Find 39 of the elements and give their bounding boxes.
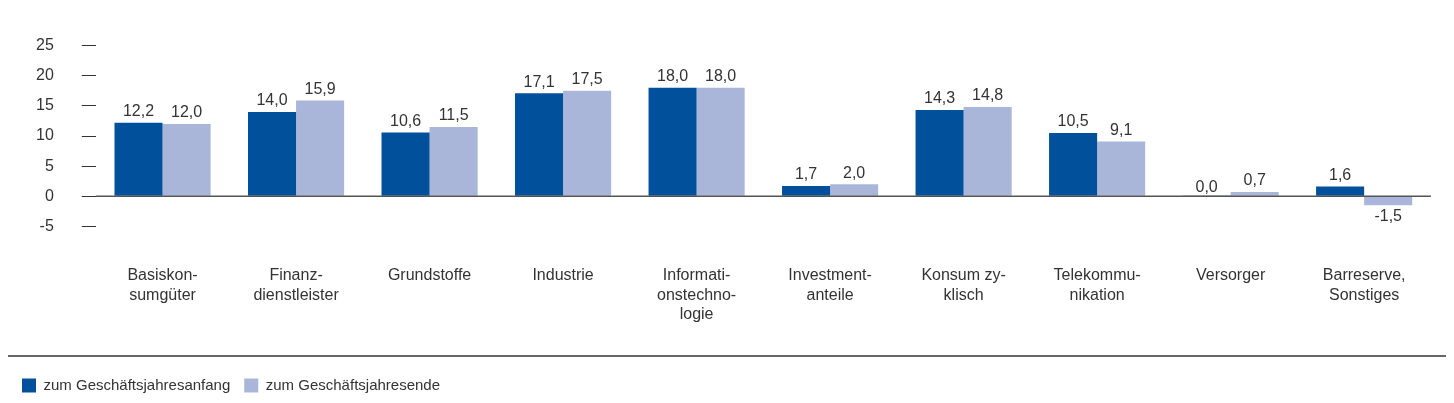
data-label: 1,6 — [1329, 166, 1352, 184]
x-tick-label: Informati- onstechno- logie — [657, 266, 737, 322]
x-tick-label: Finanz- dienstleister — [253, 266, 340, 303]
y-tick-label: -5 — [39, 216, 54, 234]
y-tick-label: 20 — [36, 66, 54, 84]
x-tick-label: Grundstoffe — [387, 266, 472, 284]
data-label: 18,0 — [705, 67, 737, 85]
data-label: 14,8 — [972, 86, 1004, 104]
data-label: 0,7 — [1243, 171, 1266, 189]
data-label: 15,9 — [304, 79, 336, 97]
data-label: 10,6 — [389, 111, 422, 129]
data-label: 14,3 — [924, 89, 956, 107]
data-label: 1,7 — [794, 165, 818, 183]
data-label: 11,5 — [438, 106, 469, 124]
x-tick-label: Basiskon- sumgüter — [127, 266, 198, 303]
x-tick-label: Konsum zy- klisch — [921, 266, 1006, 303]
legend-label: zum Geschäftsjahresende — [265, 375, 441, 393]
x-tick-label: Industrie — [532, 266, 594, 284]
y-tick-label: 10 — [36, 126, 54, 144]
x-tick-label: Investment- anteile — [788, 266, 872, 303]
data-label: 0,0 — [1195, 178, 1218, 196]
x-tick-label: Versorger — [1195, 266, 1266, 284]
y-tick-label: 0 — [44, 186, 54, 204]
x-tick-label: Barreserve, Sonstiges — [1322, 266, 1406, 303]
data-label: -1,5 — [1374, 206, 1403, 224]
data-label: 2,0 — [843, 163, 866, 181]
legend-label: zum Geschäftsjahresanfang — [43, 375, 231, 393]
data-label: 17,1 — [523, 72, 555, 90]
data-label: 14,0 — [256, 91, 288, 109]
data-label: 17,5 — [571, 70, 603, 88]
data-label: 10,5 — [1057, 112, 1089, 130]
data-label: 9,1 — [1110, 120, 1133, 138]
y-tick-label: 15 — [36, 96, 54, 114]
y-tick-label: 5 — [44, 156, 54, 174]
x-tick-label: Telekommu- nikation — [1053, 266, 1141, 303]
data-label: 12,2 — [122, 102, 155, 120]
data-label: 18,0 — [656, 67, 689, 85]
data-label: 12,0 — [171, 103, 203, 121]
y-tick-label: 25 — [36, 36, 54, 54]
